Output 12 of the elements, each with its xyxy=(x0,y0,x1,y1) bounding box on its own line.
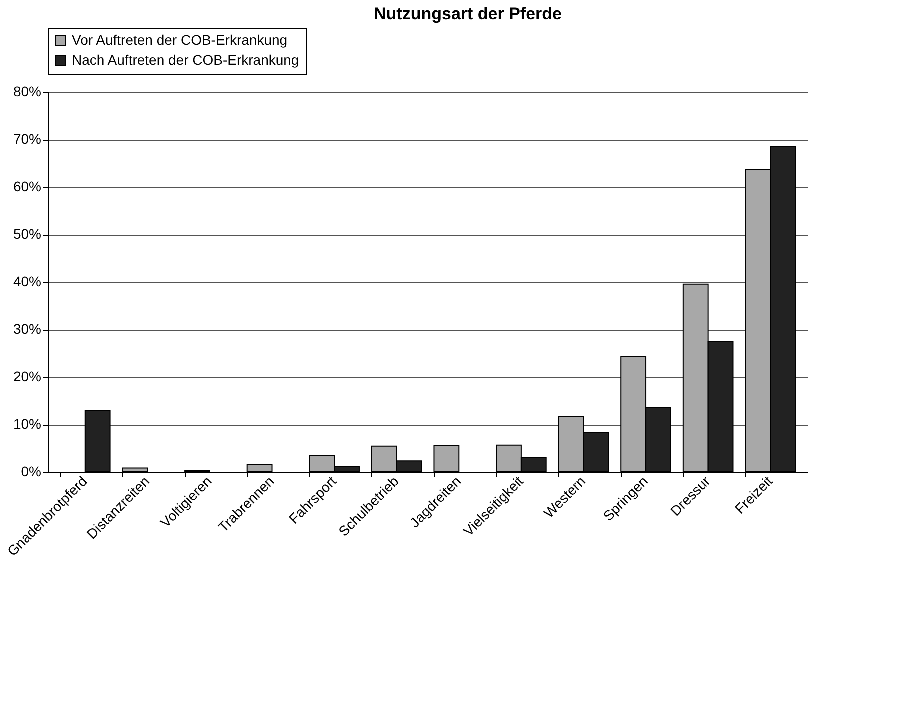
y-tick-label: 20% xyxy=(13,368,42,384)
legend-label: Vor Auftreten der COB-Erkrankung xyxy=(72,32,288,48)
chart-title: Nutzungsart der Pferde xyxy=(374,4,562,24)
y-tick-label: 60% xyxy=(13,178,42,194)
y-tick-label: 70% xyxy=(13,131,42,147)
y-tick-label: 80% xyxy=(13,84,42,100)
y-tick-label: 0% xyxy=(21,464,42,480)
y-tick-label: 30% xyxy=(13,321,42,337)
y-tick-label: 50% xyxy=(13,226,42,242)
legend-label: Nach Auftreten der COB-Erkrankung xyxy=(72,52,300,68)
y-tick-label: 40% xyxy=(13,274,42,290)
y-tick-label: 10% xyxy=(13,416,42,432)
